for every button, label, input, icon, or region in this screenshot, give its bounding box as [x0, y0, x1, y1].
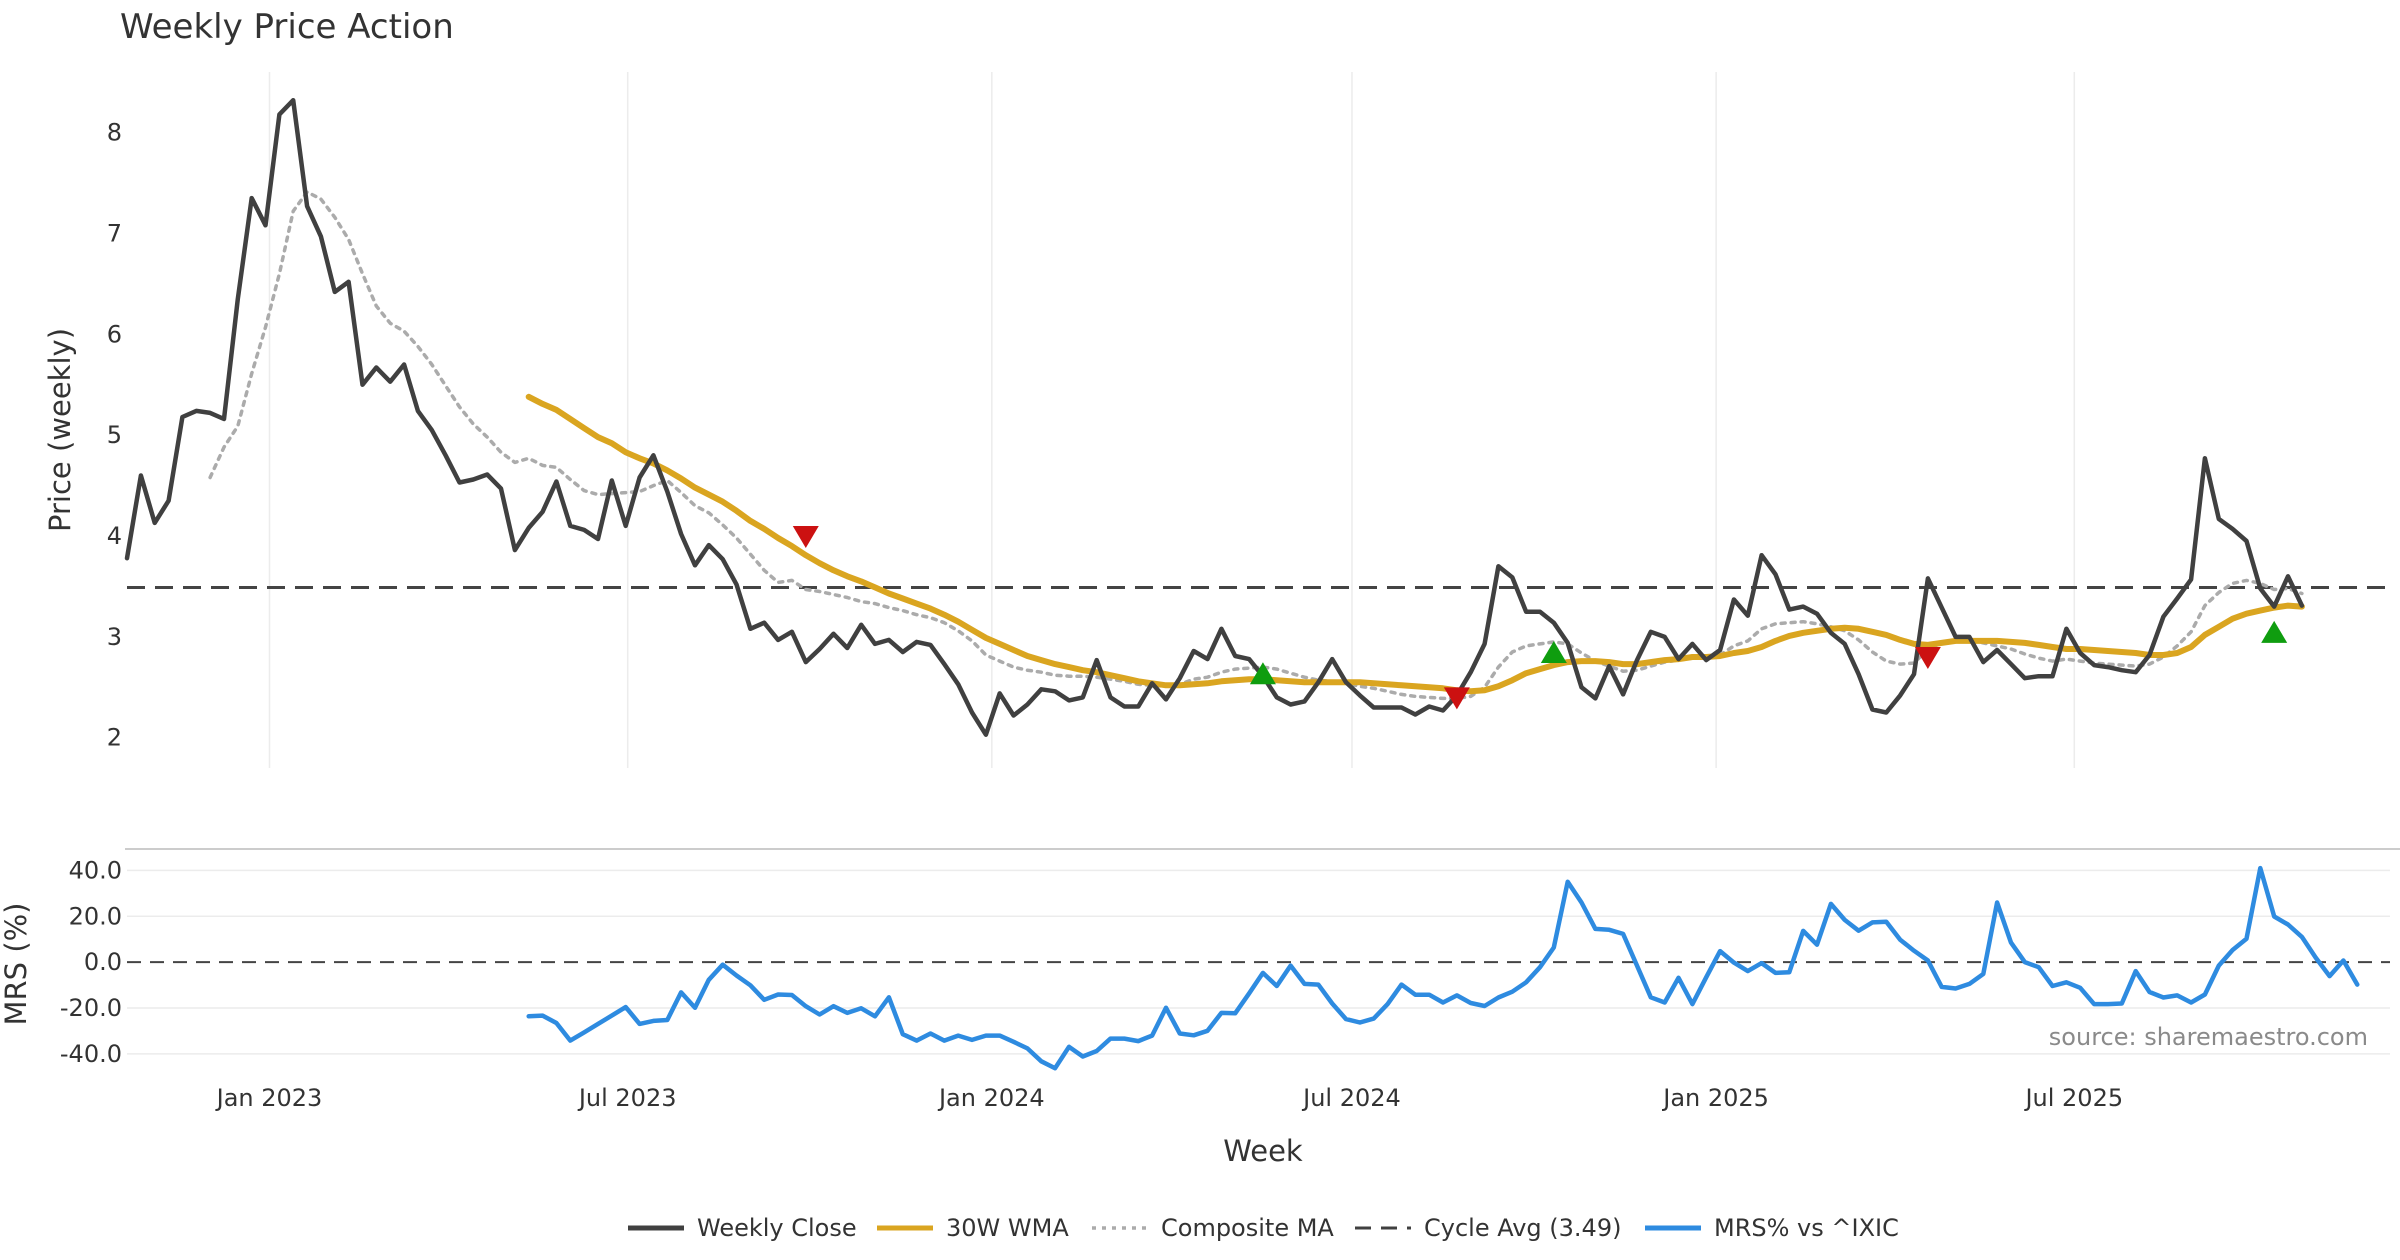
mrs-y-axis-label: MRS (%) — [0, 903, 33, 1026]
composite-ma-line — [208, 190, 2304, 701]
mrs-line — [526, 865, 2360, 1071]
sell-signal-marker — [1914, 647, 1941, 670]
x-tick-label: Jul 2023 — [577, 1084, 677, 1112]
source-annotation: source: sharemaestro.com — [2049, 1023, 2368, 1051]
price-y-tick-label: 8 — [107, 119, 122, 147]
mrs-panel-gridlines — [127, 869, 2390, 1055]
mrs-y-tick-label: -20.0 — [60, 994, 122, 1022]
price-y-tick-label: 4 — [107, 522, 122, 550]
mrs-y-tick-label: -40.0 — [60, 1040, 122, 1068]
buy-signal-marker — [1249, 662, 1276, 685]
price-y-tick-label: 5 — [107, 421, 122, 449]
x-axis-label: Week — [1223, 1134, 1303, 1168]
price-y-tick-label: 2 — [107, 724, 122, 752]
price-series — [124, 97, 2388, 737]
buy-signal-marker — [1540, 641, 1567, 664]
chart-title: Weekly Price Action — [120, 7, 454, 47]
legend-label: Cycle Avg (3.49) — [1424, 1214, 1621, 1242]
mrs-y-tick-label: 0.0 — [84, 948, 122, 976]
legend-label: 30W WMA — [946, 1214, 1069, 1242]
wma-30w-line — [525, 393, 2305, 695]
sell-signal-marker — [1443, 687, 1470, 710]
x-tick-label: Jul 2025 — [2023, 1084, 2123, 1112]
x-tick-label: Jan 2024 — [937, 1084, 1045, 1112]
chart-legend: Weekly Close 30W WMA Composite MA Cycle Avg… — [628, 1214, 1899, 1242]
x-axis-ticks: Jan 2023 Jul 2023 Jan 2024 Jul 2024 Jan 2025… — [215, 1084, 2124, 1112]
legend-label: Composite MA — [1161, 1214, 1334, 1242]
weekly-close-line — [124, 97, 2305, 737]
mrs-y-axis-ticks: -40.0 -20.0 0.0 20.0 40.0 — [60, 856, 122, 1068]
sell-signal-marker — [792, 526, 819, 548]
mrs-series — [127, 865, 2390, 1071]
price-panel-gridlines — [268, 72, 2076, 768]
x-tick-label: Jul 2024 — [1301, 1084, 1401, 1112]
price-y-axis-label: Price (weekly) — [43, 328, 77, 532]
mrs-y-tick-label: 20.0 — [69, 902, 122, 930]
x-tick-label: Jan 2025 — [1661, 1084, 1769, 1112]
signal-markers — [792, 526, 2288, 710]
price-y-tick-label: 7 — [107, 219, 122, 247]
price-y-tick-label: 3 — [107, 623, 122, 651]
price-y-axis-ticks: 2 3 4 5 6 7 8 — [107, 119, 122, 752]
legend-label: MRS% vs ^IXIC — [1714, 1214, 1899, 1242]
x-tick-label: Jan 2023 — [215, 1084, 323, 1112]
legend-label: Weekly Close — [697, 1214, 857, 1242]
price-y-tick-label: 6 — [107, 320, 122, 348]
mrs-y-tick-label: 40.0 — [69, 856, 122, 884]
buy-signal-marker — [2261, 620, 2288, 643]
